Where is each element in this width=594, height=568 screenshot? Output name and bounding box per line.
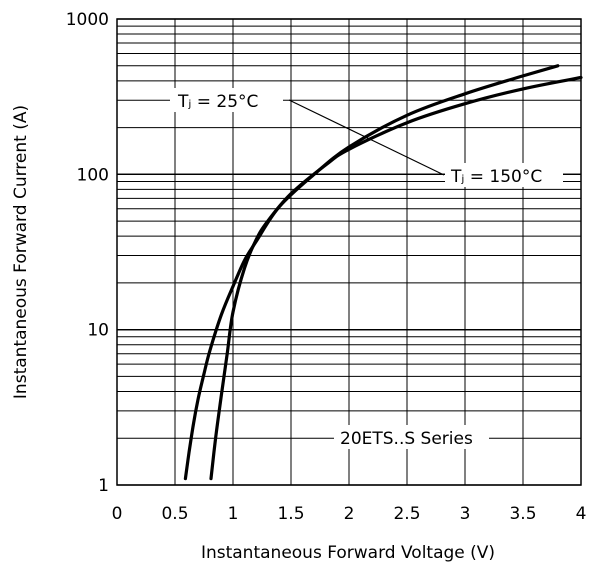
tj150-label-bg <box>445 163 563 187</box>
x-tick-label: 4 <box>576 504 587 524</box>
series-line-tj-25c <box>209 75 583 481</box>
series-label-bg <box>334 425 489 449</box>
x-tick-label: 1.5 <box>277 504 304 524</box>
tj150-label: Tⱼ = 150°C <box>450 167 542 187</box>
x-tick-label: 2 <box>344 504 355 524</box>
x-tick-label: 3 <box>460 504 471 524</box>
plot-frame <box>116 18 582 486</box>
y-tick-labels: 1 10 100 1000 <box>66 10 109 496</box>
x-tick-label: 1 <box>228 504 239 524</box>
x-tick-label: 3.5 <box>509 504 536 524</box>
series-line-tj-150c <box>183 64 560 481</box>
tj25-label-bg <box>170 88 283 112</box>
y-tick-label: 1 <box>98 476 109 496</box>
tj25-leader-line <box>288 99 445 176</box>
tj25-label: Tⱼ = 25°C <box>177 92 258 112</box>
x-tick-label: 0 <box>112 504 123 524</box>
series-label: 20ETS..S Series <box>340 429 473 449</box>
series-group <box>183 64 583 481</box>
x-tick-labels: 0 0.5 1 1.5 2 2.5 3 3.5 4 <box>112 504 587 524</box>
y-tick-label: 100 <box>77 165 109 185</box>
y-axis-title: Instantaneous Forward Current (A) <box>11 105 31 399</box>
x-axis-title: Instantaneous Forward Voltage (V) <box>201 543 495 563</box>
y-tick-label: 10 <box>87 321 109 341</box>
y-tick-label: 1000 <box>66 10 109 30</box>
x-tick-label: 0.5 <box>161 504 188 524</box>
x-tick-label: 2.5 <box>393 504 420 524</box>
